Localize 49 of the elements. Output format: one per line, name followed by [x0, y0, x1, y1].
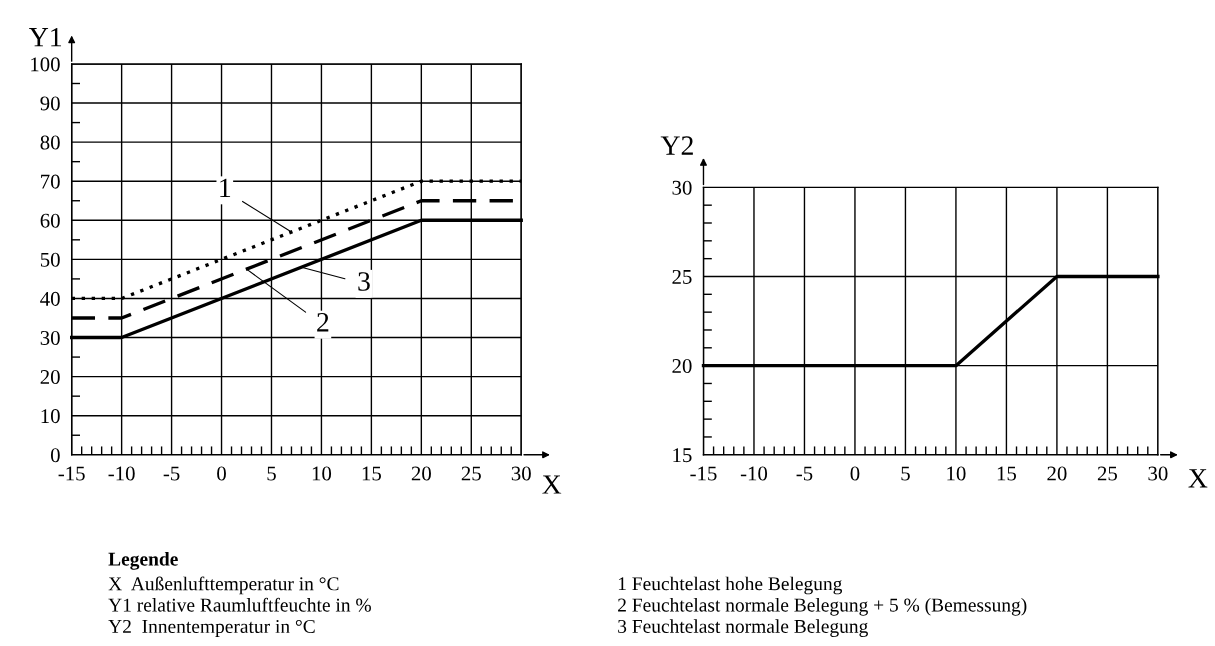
x-tick-label: 0 [217, 466, 226, 481]
y-tick-label: 90 [40, 96, 60, 111]
y-tick-label: 60 [40, 213, 60, 228]
y-tick-label: 0 [50, 448, 60, 463]
x-tick-label: 25 [461, 466, 481, 481]
x-tick-label: 20 [1047, 466, 1067, 481]
y-tick-label: 50 [40, 252, 60, 267]
x-tick-label: 20 [411, 466, 431, 481]
text: Y2 Innentemperatur in °C [108, 619, 315, 637]
y-tick-label: 30 [40, 330, 60, 345]
x-tick-label: 15 [997, 466, 1017, 481]
x-tick-label: 0 [850, 466, 860, 481]
x-tick-label: 25 [1097, 466, 1118, 481]
y-axis-title: Y2 [660, 136, 693, 155]
x-tick-label: -5 [163, 466, 180, 481]
x-tick-label: 30 [1148, 466, 1168, 481]
x-tick-label: -15 [690, 466, 717, 481]
x-tick-label: -10 [740, 466, 768, 481]
text: 1 Feuchtelast hohe Belegung [618, 576, 843, 595]
x-tick-label: 10 [947, 466, 966, 481]
y-tick-label: 30 [672, 180, 692, 195]
y-tick-label: 25 [672, 269, 692, 284]
annotation: 3 [358, 272, 370, 291]
y-tick-label: 15 [673, 448, 692, 463]
y-axis-title: Y1 [29, 27, 62, 47]
x-tick-label: -15 [58, 466, 85, 481]
y-tick-label: 80 [40, 135, 60, 150]
text: 2 Feuchtelast normale Belegung + 5 % (Bemessung) [618, 597, 1027, 616]
y-tick-label: 20 [40, 369, 60, 385]
x-tick-label: 5 [901, 466, 910, 481]
y-tick-label: 20 [672, 359, 692, 374]
x-axis-title: X [542, 475, 562, 494]
x-tick-label: 15 [362, 466, 381, 481]
text: X Außenlufttemperatur in °C [108, 576, 339, 595]
text: 3 Feuchtelast normale Belegung [618, 619, 868, 637]
text: Y1 relative Raumluftfeuchte in % [108, 597, 371, 612]
x-tick-label: -5 [796, 466, 813, 481]
annotation: 1 [220, 178, 231, 198]
x-tick-label: -10 [108, 466, 135, 481]
y-tick-label: 70 [41, 174, 60, 189]
x-axis-title: X [1188, 469, 1208, 488]
x-tick-label: 5 [267, 466, 276, 481]
annotation: 2 [317, 312, 329, 332]
y-tick-label: 10 [41, 409, 60, 424]
y-tick-label: 40 [40, 291, 60, 306]
x-tick-label: 10 [312, 466, 332, 481]
y-tick-label: 100 [31, 57, 60, 72]
text: Legende [108, 551, 178, 570]
x-tick-label: 30 [511, 466, 531, 481]
